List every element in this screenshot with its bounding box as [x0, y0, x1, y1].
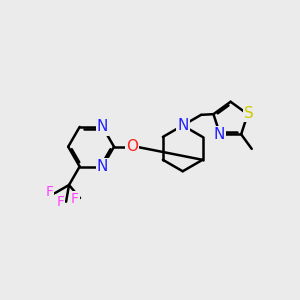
Text: N: N	[213, 127, 224, 142]
Text: F: F	[45, 185, 53, 199]
Text: N: N	[97, 119, 108, 134]
Text: N: N	[97, 159, 108, 174]
Text: F: F	[56, 195, 64, 209]
Text: S: S	[244, 106, 254, 121]
Text: O: O	[126, 139, 138, 154]
Text: N: N	[177, 118, 188, 133]
Text: F: F	[71, 192, 79, 206]
